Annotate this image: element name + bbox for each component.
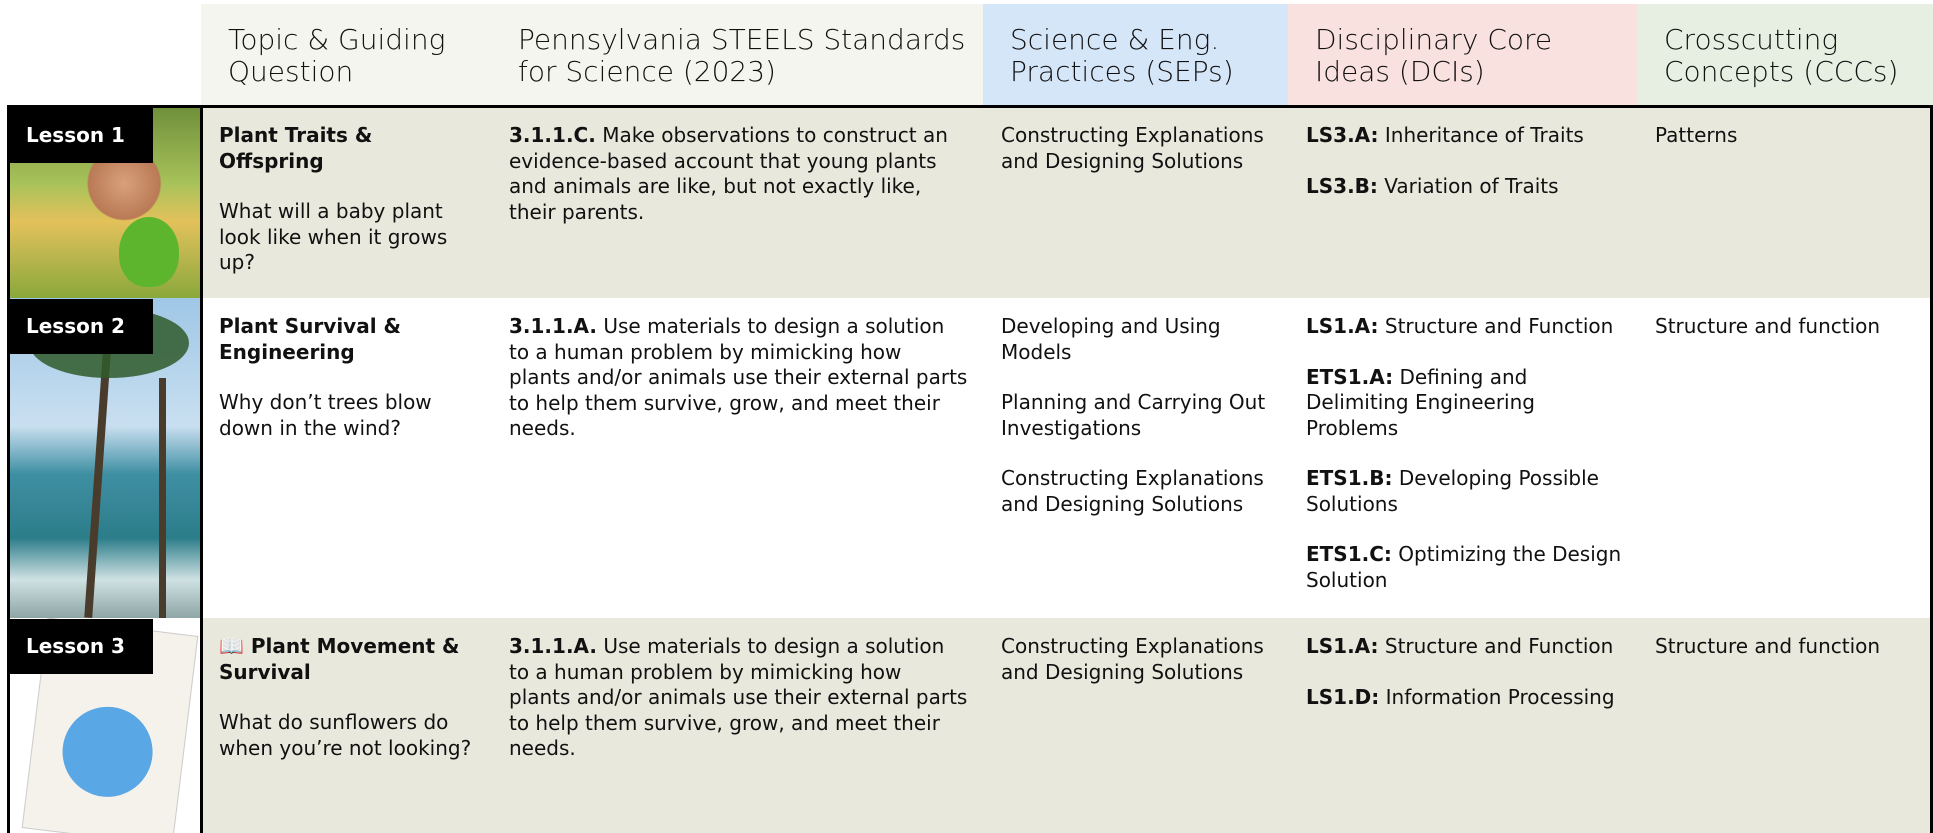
column-header: Disciplinary Core Ideas (DCIs) [1288, 4, 1637, 105]
table-cell: Patterns [1637, 107, 1933, 298]
column-header: Crosscutting Concepts (CCCs) [1637, 4, 1933, 105]
column-header: Topic & Guiding Question [201, 4, 491, 105]
dci-item: LS1.D: Information Processing [1306, 685, 1623, 711]
dci-item: ETS1.B: Developing Possible Solutions [1306, 466, 1623, 517]
dci-item: ETS1.C: Optimizing the Design Solution [1306, 542, 1623, 593]
table-cell: 3.1.1.A. Use materials to design a solut… [491, 618, 983, 833]
table-cell: 3.1.1.A. Use materials to design a solut… [491, 298, 983, 618]
lesson-label: Lesson 2 [9, 299, 153, 354]
row-background [201, 298, 1930, 618]
dci-item: LS3.A: Inheritance of Traits [1306, 123, 1623, 149]
table-cell: Developing and Using Models Planning and … [983, 298, 1288, 618]
dci-text: Optimizing the Design Solution [1306, 542, 1622, 592]
guiding-question: Why don’t trees blow down in the wind? [219, 390, 432, 440]
table-cell: Plant Survival & Engineering Why don’t tr… [201, 298, 491, 618]
dci-text: Defining and Delimiting Engineering Prob… [1306, 364, 1535, 440]
dci-code: LS3.A: [1306, 123, 1379, 147]
table-cell: Plant Traits & Offspring What will a baby… [201, 107, 491, 298]
topic-title: 📖 Plant Movement & Survival [219, 634, 460, 684]
column-header: Science & Eng. Practices (SEPs) [983, 4, 1288, 105]
table-cell: 3.1.1.C. Make observations to construct … [491, 107, 983, 298]
ccc-item: Structure and function [1655, 314, 1881, 338]
dci-text: Structure and Function [1384, 314, 1614, 338]
sep-item: Constructing Explanations and Designing … [1001, 466, 1264, 516]
dci-text: Variation of Traits [1384, 173, 1559, 198]
standard-text: Use materials to design a solution to a … [509, 634, 968, 760]
dci-code: ETS1.B: [1306, 466, 1393, 490]
table-cell: Constructing Explanations and Designing … [983, 618, 1288, 833]
dci-code: ETS1.C: [1306, 542, 1392, 566]
topic-title: Plant Traits & Offspring [219, 123, 373, 173]
table-cell: 📖 Plant Movement & Survival What do sunfl… [201, 618, 491, 833]
standard-text: Make observations to construct an eviden… [509, 123, 948, 224]
sep-item: Developing and Using Models [1001, 314, 1221, 364]
dci-code: ETS1.A: [1306, 364, 1394, 389]
standard-text: Use materials to design a solution to a … [509, 314, 968, 440]
table-cell: Structure and function [1637, 298, 1933, 618]
table-cell: Constructing Explanations and Designing … [983, 107, 1288, 298]
dci-text: Developing Possible Solutions [1306, 466, 1599, 516]
standard-code: 3.1.1.A. [509, 314, 597, 338]
topic-title: Plant Survival & Engineering [219, 314, 401, 364]
dci-item: LS1.A: Structure and Function [1306, 634, 1623, 660]
dci-text: Structure and Function [1384, 634, 1614, 658]
table-cell: LS1.A: Structure and Function ETS1.A: Def… [1288, 298, 1637, 618]
dci-text: Inheritance of Traits [1384, 123, 1584, 147]
standard: 3.1.1.A. Use materials to design a solut… [509, 634, 969, 762]
row-background [201, 618, 1930, 833]
table-cell: LS1.A: Structure and Function LS1.D: Info… [1288, 618, 1637, 833]
standard: 3.1.1.A. Use materials to design a solut… [509, 314, 969, 442]
dci-item: ETS1.A: Defining and Delimiting Engineer… [1306, 365, 1623, 442]
standard-code: 3.1.1.C. [509, 123, 596, 147]
dci-code: LS1.D: [1306, 684, 1380, 709]
row-background [201, 107, 1930, 298]
standard-code: 3.1.1.A. [509, 634, 597, 658]
lesson-label: Lesson 1 [9, 108, 153, 163]
ccc-item: Patterns [1655, 123, 1738, 147]
sep-item: Constructing Explanations and Designing … [1001, 634, 1264, 684]
dci-item: LS3.B: Variation of Traits [1306, 174, 1623, 200]
table-cell: Structure and function [1637, 618, 1933, 833]
column-header: Pennsylvania STEELS Standards for Scienc… [491, 4, 983, 105]
lesson-label: Lesson 3 [9, 619, 153, 674]
ccc-item: Structure and function [1655, 634, 1881, 658]
dci-code: LS3.B: [1306, 173, 1378, 198]
guiding-question: What do sunflowers do when you’re not lo… [219, 710, 472, 760]
dci-text: Information Processing [1385, 684, 1615, 709]
dci-code: LS1.A: [1306, 314, 1379, 338]
dci-code: LS1.A: [1306, 634, 1379, 658]
table-cell: LS3.A: Inheritance of Traits LS3.B: Varia… [1288, 107, 1637, 298]
guiding-question: What will a baby plant look like when it… [219, 199, 448, 274]
divider [200, 105, 203, 833]
dci-item: LS1.A: Structure and Function [1306, 314, 1623, 340]
sep-item: Constructing Explanations and Designing … [1001, 123, 1264, 173]
standard: 3.1.1.C. Make observations to construct … [509, 123, 969, 225]
sep-item: Planning and Carrying Out Investigations [1001, 390, 1266, 440]
